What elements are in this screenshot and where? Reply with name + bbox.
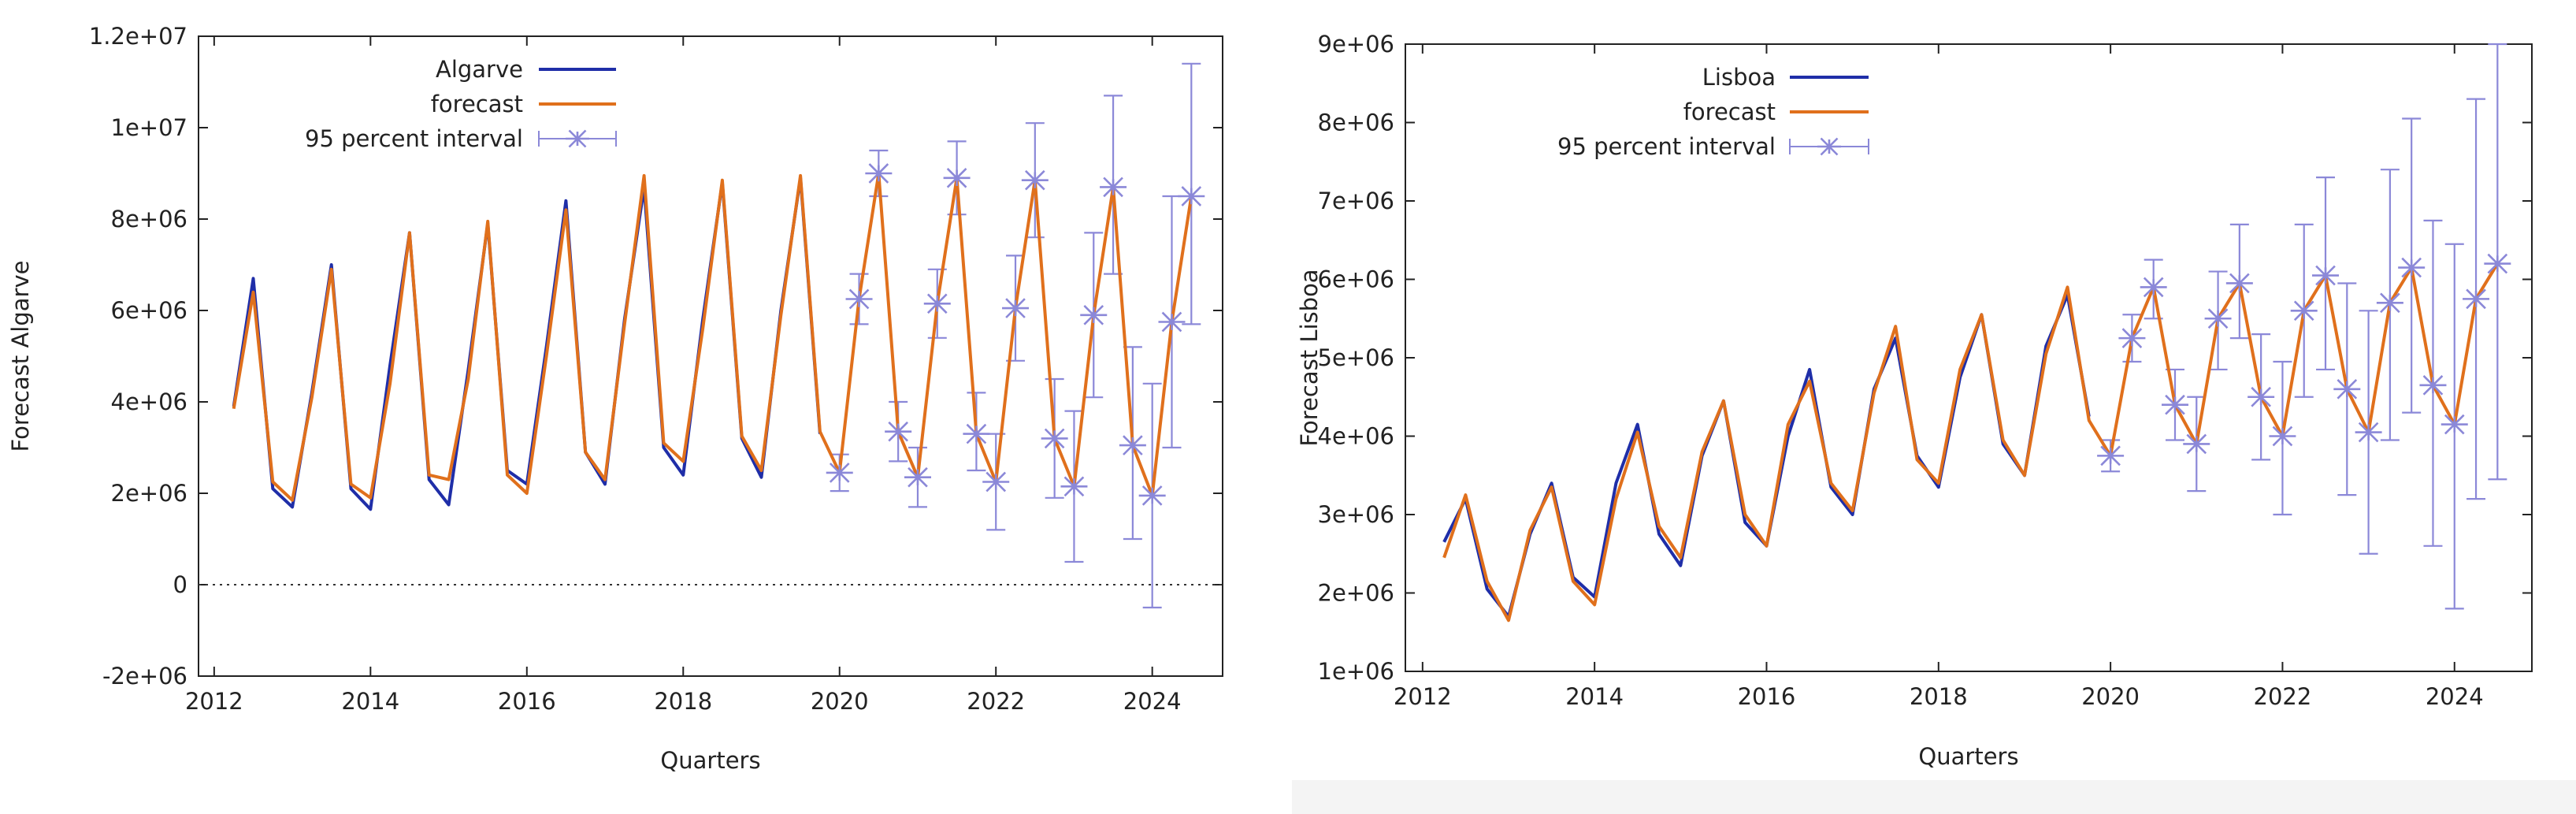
y-tick-label: 2e+06 <box>1318 580 1395 607</box>
legend-label: 95 percent interval <box>305 125 523 152</box>
x-tick-label: 2012 <box>1394 683 1452 710</box>
interval-marker <box>1119 435 1146 455</box>
interval-marker <box>2484 253 2511 274</box>
interval-marker <box>865 163 893 184</box>
interval-marker <box>923 293 951 314</box>
y-tick-label: 8e+06 <box>1318 110 1395 136</box>
x-tick-label: 2014 <box>341 688 399 715</box>
lisboa-forecast-chart: 1e+06 2e+06 3e+06 4e+06 5e+06 6e+06 7e+06 8e+06… <box>1296 31 2533 770</box>
interval-marker <box>1158 311 1186 333</box>
interval-marker <box>2161 394 2188 415</box>
footer-strip <box>1292 780 2576 814</box>
interval-marker <box>1080 304 1108 325</box>
x-tick-label: 2024 <box>1123 688 1182 715</box>
legend-label: Algarve <box>436 56 523 83</box>
forecast-series-line <box>232 172 1193 502</box>
x-tick-label: 2020 <box>2081 683 2140 710</box>
interval-marker <box>2333 378 2361 400</box>
interval-marker <box>2376 292 2403 314</box>
y-tick-label: 8e+06 <box>111 206 188 232</box>
interval-marker <box>2463 288 2490 310</box>
y-tick-label: 5e+06 <box>1318 344 1395 371</box>
x-axis-label: Quarters <box>660 747 760 774</box>
interval-marker <box>2290 300 2318 322</box>
y-tick-label: -2e+06 <box>102 663 187 689</box>
interval-marker <box>2118 328 2146 348</box>
y-tick-label: 4e+06 <box>111 388 188 415</box>
x-tick-label: 2022 <box>2254 683 2312 710</box>
y-tick-label: 1e+07 <box>111 114 188 141</box>
y-tick-label: 6e+06 <box>1318 266 1395 293</box>
interval-marker <box>904 466 931 488</box>
x-tick-label: 2012 <box>185 688 243 715</box>
interval-marker <box>2312 265 2340 286</box>
x-tick-label: 2020 <box>811 688 869 715</box>
y-tick-label: 1.2e+07 <box>89 23 187 50</box>
interval-marker <box>1060 476 1088 497</box>
interval-marker <box>2419 375 2447 396</box>
y-tick-label: 3e+06 <box>1318 501 1395 528</box>
x-tick-label: 2014 <box>1565 683 1624 710</box>
plot-frame <box>198 35 1223 677</box>
interval-marker <box>2225 273 2253 294</box>
x-tick-label: 2016 <box>1738 683 1796 710</box>
interval-marker <box>982 471 1010 492</box>
interval-marker <box>845 288 873 310</box>
interval-marker <box>1178 186 1205 206</box>
legend-label: 95 percent interval <box>1557 133 1776 160</box>
interval-marker <box>2140 277 2167 298</box>
y-tick-label: 1e+06 <box>1318 658 1395 685</box>
interval-marker <box>1138 485 1166 506</box>
interval-marker <box>1100 177 1127 198</box>
x-tick-label: 2022 <box>967 688 1025 715</box>
interval-marker <box>943 167 971 188</box>
x-tick-label: 2018 <box>654 688 712 715</box>
interval-marker <box>885 421 912 442</box>
x-tick-label: 2016 <box>498 688 556 715</box>
interval-marker <box>2398 257 2426 278</box>
y-tick-label: 6e+06 <box>111 297 188 324</box>
interval-marker <box>2183 433 2210 455</box>
legend-label: forecast <box>1683 98 1776 125</box>
y-axis-label: Forecast Lisboa <box>1296 269 1323 446</box>
legend-marker <box>1817 137 1841 156</box>
interval-marker <box>2355 422 2382 443</box>
interval-marker <box>2441 414 2468 435</box>
interval-marker <box>2248 386 2275 407</box>
y-tick-label: 9e+06 <box>1318 31 1395 58</box>
y-tick-label: 2e+06 <box>111 480 188 507</box>
algarve-forecast-chart: -2e+06 0 2e+06 4e+06 6e+06 8e+06 1e+07 1.2e+07 2… <box>7 23 1223 774</box>
interval-marker <box>2269 426 2296 447</box>
legend-label: forecast <box>431 91 523 117</box>
forecast-series-line <box>1442 262 2500 623</box>
interval-marker <box>1021 169 1049 191</box>
y-tick-label: 7e+06 <box>1318 188 1395 214</box>
interval-marker <box>826 463 853 483</box>
x-axis-label: Quarters <box>1918 743 2018 770</box>
interval-marker <box>1002 298 1030 318</box>
interval-marker <box>2204 308 2232 329</box>
interval-marker <box>2097 445 2125 466</box>
y-tick-label: 0 <box>173 571 187 598</box>
legend-marker <box>566 129 589 148</box>
interval-marker <box>963 423 990 444</box>
x-tick-label: 2018 <box>1910 683 1968 710</box>
y-axis-label: Forecast Algarve <box>7 261 34 452</box>
legend-label: Lisboa <box>1702 64 1776 91</box>
x-tick-label: 2024 <box>2426 683 2484 710</box>
y-tick-label: 4e+06 <box>1318 423 1395 450</box>
interval-marker <box>1041 428 1068 449</box>
